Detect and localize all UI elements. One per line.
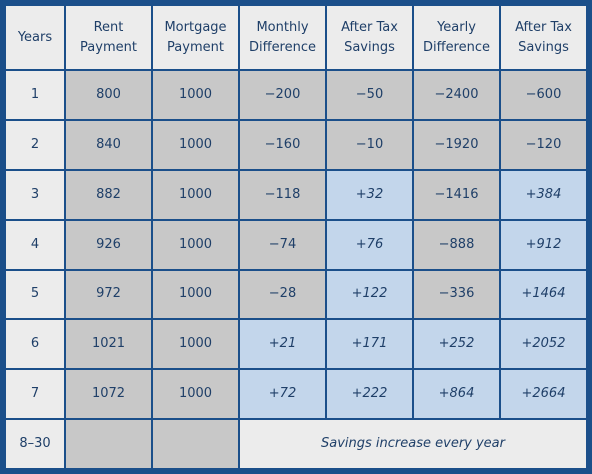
yearly-difference-cell: +252	[414, 320, 499, 369]
monthly-savings-cell: +76	[327, 220, 412, 269]
yearly-savings-cell: +2052	[501, 320, 586, 369]
yearly-savings-cell: +912	[501, 220, 586, 269]
rent-empty-cell	[66, 420, 151, 468]
header-years: Years	[6, 6, 64, 69]
rent-cell: 1021	[66, 320, 151, 369]
table-row: 3 882 1000 −118 +32 −1416 +384	[6, 170, 586, 219]
rent-cell: 972	[66, 270, 151, 319]
mortgage-cell: 1000	[153, 270, 238, 319]
table-row: 5 972 1000 −28 +122 −336 +1464	[6, 270, 586, 319]
mortgage-cell: 1000	[153, 220, 238, 269]
monthly-difference-cell: −200	[240, 71, 325, 119]
rent-cell: 1072	[66, 370, 151, 419]
mortgage-cell: 1000	[153, 170, 238, 219]
year-cell: 4	[6, 220, 64, 269]
monthly-difference-cell: +21	[240, 320, 325, 369]
year-range-cell: 8–30	[6, 420, 64, 468]
monthly-savings-cell: +32	[327, 170, 412, 219]
yearly-savings-cell: +1464	[501, 270, 586, 319]
rent-vs-mortgage-table: Years Rent Payment Mortgage Payment Monthl…	[4, 4, 588, 470]
rent-cell: 882	[66, 170, 151, 219]
header-rent-payment: Rent Payment	[66, 6, 151, 69]
table-row: 4 926 1000 −74 +76 −888 +912	[6, 220, 586, 269]
table-row: 7 1072 1000 +72 +222 +864 +2664	[6, 370, 586, 419]
monthly-savings-cell: −10	[327, 120, 412, 169]
yearly-savings-cell: +2664	[501, 370, 586, 419]
mortgage-cell: 1000	[153, 71, 238, 119]
header-monthly-after-tax-savings: After Tax Savings	[327, 6, 412, 69]
yearly-savings-cell: −120	[501, 120, 586, 169]
monthly-savings-cell: +222	[327, 370, 412, 419]
yearly-difference-cell: −336	[414, 270, 499, 319]
monthly-difference-cell: −160	[240, 120, 325, 169]
year-cell: 1	[6, 71, 64, 119]
year-cell: 5	[6, 270, 64, 319]
yearly-difference-cell: −2400	[414, 71, 499, 119]
year-cell: 3	[6, 170, 64, 219]
year-cell: 2	[6, 120, 64, 169]
header-monthly-difference: Monthly Difference	[240, 6, 325, 69]
mortgage-cell: 1000	[153, 120, 238, 169]
monthly-savings-cell: −50	[327, 71, 412, 119]
yearly-savings-cell: −600	[501, 71, 586, 119]
yearly-savings-cell: +384	[501, 170, 586, 219]
yearly-difference-cell: +864	[414, 370, 499, 419]
header-yearly-difference: Yearly Difference	[414, 6, 499, 69]
mortgage-cell: 1000	[153, 320, 238, 369]
rent-cell: 800	[66, 71, 151, 119]
table-row: 2 840 1000 −160 −10 −1920 −120	[6, 120, 586, 169]
monthly-savings-cell: +122	[327, 270, 412, 319]
mortgage-cell: 1000	[153, 370, 238, 419]
monthly-savings-cell: +171	[327, 320, 412, 369]
monthly-difference-cell: −28	[240, 270, 325, 319]
yearly-difference-cell: −1920	[414, 120, 499, 169]
header-mortgage-payment: Mortgage Payment	[153, 6, 238, 69]
table-row: 1 800 1000 −200 −50 −2400 −600	[6, 71, 586, 119]
monthly-difference-cell: +72	[240, 370, 325, 419]
header-row: Years Rent Payment Mortgage Payment Monthl…	[6, 6, 586, 69]
header-yearly-after-tax-savings: After Tax Savings	[501, 6, 586, 69]
yearly-difference-cell: −1416	[414, 170, 499, 219]
savings-note: Savings increase every year	[240, 420, 586, 468]
rent-cell: 926	[66, 220, 151, 269]
year-cell: 7	[6, 370, 64, 419]
mortgage-empty-cell	[153, 420, 238, 468]
table-row: 6 1021 1000 +21 +171 +252 +2052	[6, 320, 586, 369]
yearly-difference-cell: −888	[414, 220, 499, 269]
monthly-difference-cell: −118	[240, 170, 325, 219]
rent-cell: 840	[66, 120, 151, 169]
monthly-difference-cell: −74	[240, 220, 325, 269]
footer-row: 8–30 Savings increase every year	[6, 420, 586, 468]
year-cell: 6	[6, 320, 64, 369]
